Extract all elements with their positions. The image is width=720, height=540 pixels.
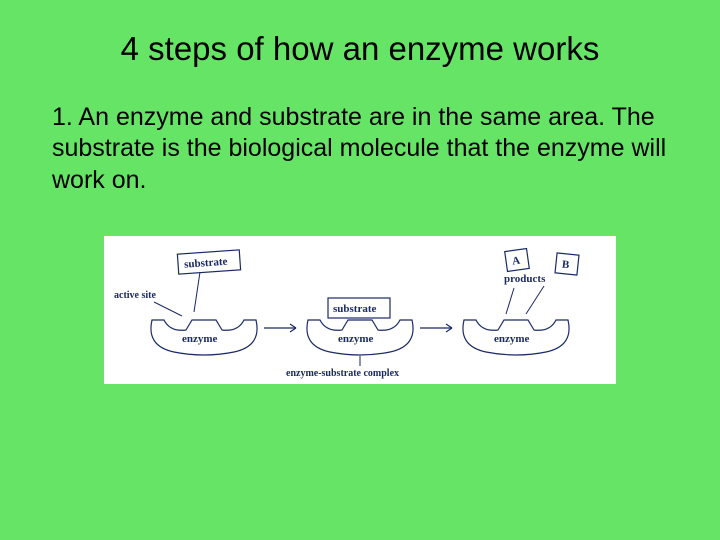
enzyme2-label: enzyme <box>338 333 374 345</box>
body-text: 1. An enzyme and substrate are in the sa… <box>48 102 672 196</box>
enzyme1-label: enzyme <box>182 333 218 345</box>
active-site-label: active site <box>114 290 156 301</box>
enzyme3-label: enzyme <box>494 333 530 345</box>
enzyme-substrate-complex: substrate enzyme <box>307 298 413 355</box>
enzyme-diagram: substrate active site enzyme <box>104 236 616 384</box>
products-label: products <box>504 273 546 285</box>
complex-label: enzyme-substrate complex <box>286 368 399 379</box>
substrate-mid-label: substrate <box>333 303 377 315</box>
enzyme-1: enzyme <box>151 320 257 355</box>
enzyme-3: enzyme <box>463 320 569 355</box>
diagram-svg: substrate active site enzyme <box>104 236 616 384</box>
arrow-2 <box>420 324 452 332</box>
complex-label-group: enzyme-substrate complex <box>286 356 399 379</box>
active-site-label-group: active site <box>114 290 182 316</box>
products-group: products A B <box>504 248 579 313</box>
slide: 4 steps of how an enzyme works 1. An enz… <box>0 0 720 540</box>
substrate-floating: substrate <box>177 250 240 312</box>
page-title: 4 steps of how an enzyme works <box>48 30 672 68</box>
arrow-1 <box>264 324 296 332</box>
